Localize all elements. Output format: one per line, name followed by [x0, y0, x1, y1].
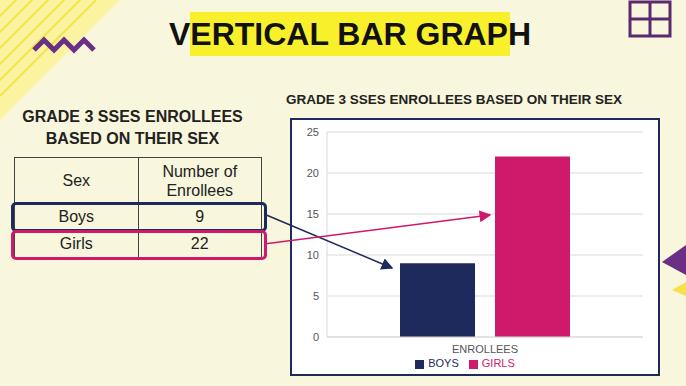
html-text:Boys: Boys: [58, 208, 94, 225]
html-text:9: 9: [195, 208, 205, 225]
svg-text:0: 0: [313, 331, 319, 343]
svg-text:20: 20: [307, 167, 319, 179]
svg-text:15: 15: [307, 208, 319, 220]
svg-text:10: 10: [307, 249, 319, 261]
html-text:GRADE 3 SSES ENROLLEES BASED O: GRADE 3 SSES ENROLLEES BASED ON THEIR SE…: [22, 108, 243, 147]
svg-text:ENROLLEES: ENROLLEES: [452, 343, 518, 355]
html-text:BOYS: BOYS: [428, 357, 459, 369]
html-text:GIRLS: GIRLS: [481, 357, 515, 369]
svg-text:25: 25: [307, 126, 319, 138]
svg-text:5: 5: [313, 290, 319, 302]
html-text:VERTICAL BAR GRAPH: VERTICAL BAR GRAPH: [169, 15, 531, 52]
html-text:22: 22: [190, 235, 209, 252]
html-text:Girls: Girls: [59, 235, 93, 252]
html-text:GRADE 3 SSES ENROLLEES BASED O: GRADE 3 SSES ENROLLEES BASED ON THEIR SE…: [286, 92, 623, 107]
html-text:Sex: Sex: [62, 172, 90, 189]
html-text:Number of Enrollees: Number of Enrollees: [162, 162, 238, 199]
